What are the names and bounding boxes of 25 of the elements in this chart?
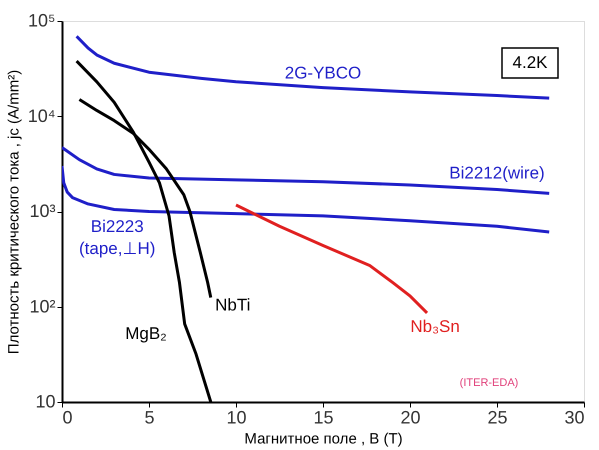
y-tick-label: 10³ <box>29 201 56 221</box>
series-label: Bi2212(wire) <box>449 164 545 183</box>
x-tick-label: 15 <box>313 408 334 428</box>
x-tick-label: 5 <box>144 408 155 428</box>
line-series <box>62 164 551 234</box>
annotation: 4.2K <box>512 53 548 72</box>
line-series <box>75 34 551 100</box>
series-label: Bi2223 (tape,⊥H) <box>79 217 156 258</box>
line-series <box>62 146 551 195</box>
x-axis-title: Магнитное поле , B (T) <box>244 430 403 448</box>
x-tick-label: 25 <box>487 408 508 428</box>
x-tick-label: 30 <box>564 408 584 428</box>
series-label: 2G-YBCO <box>284 64 362 83</box>
y-axis-title: Плотность критического тока , jc (A/mm²) <box>6 70 23 354</box>
annotation: (ITER-EDA) <box>460 377 518 389</box>
series-label: MgB₂ <box>125 324 167 343</box>
y-tick-label: 10 <box>35 392 56 412</box>
y-tick-label: 10⁴ <box>28 106 56 126</box>
series-label: Nb₃Sn <box>410 316 460 336</box>
series-label: NbTi <box>215 296 250 315</box>
x-tick-label: 20 <box>400 408 421 428</box>
x-tick-label: 0 <box>62 408 73 428</box>
x-tick-label: 10 <box>226 408 247 428</box>
y-tick-label: 10⁵ <box>28 10 56 30</box>
y-tick-label: 10² <box>29 296 56 316</box>
